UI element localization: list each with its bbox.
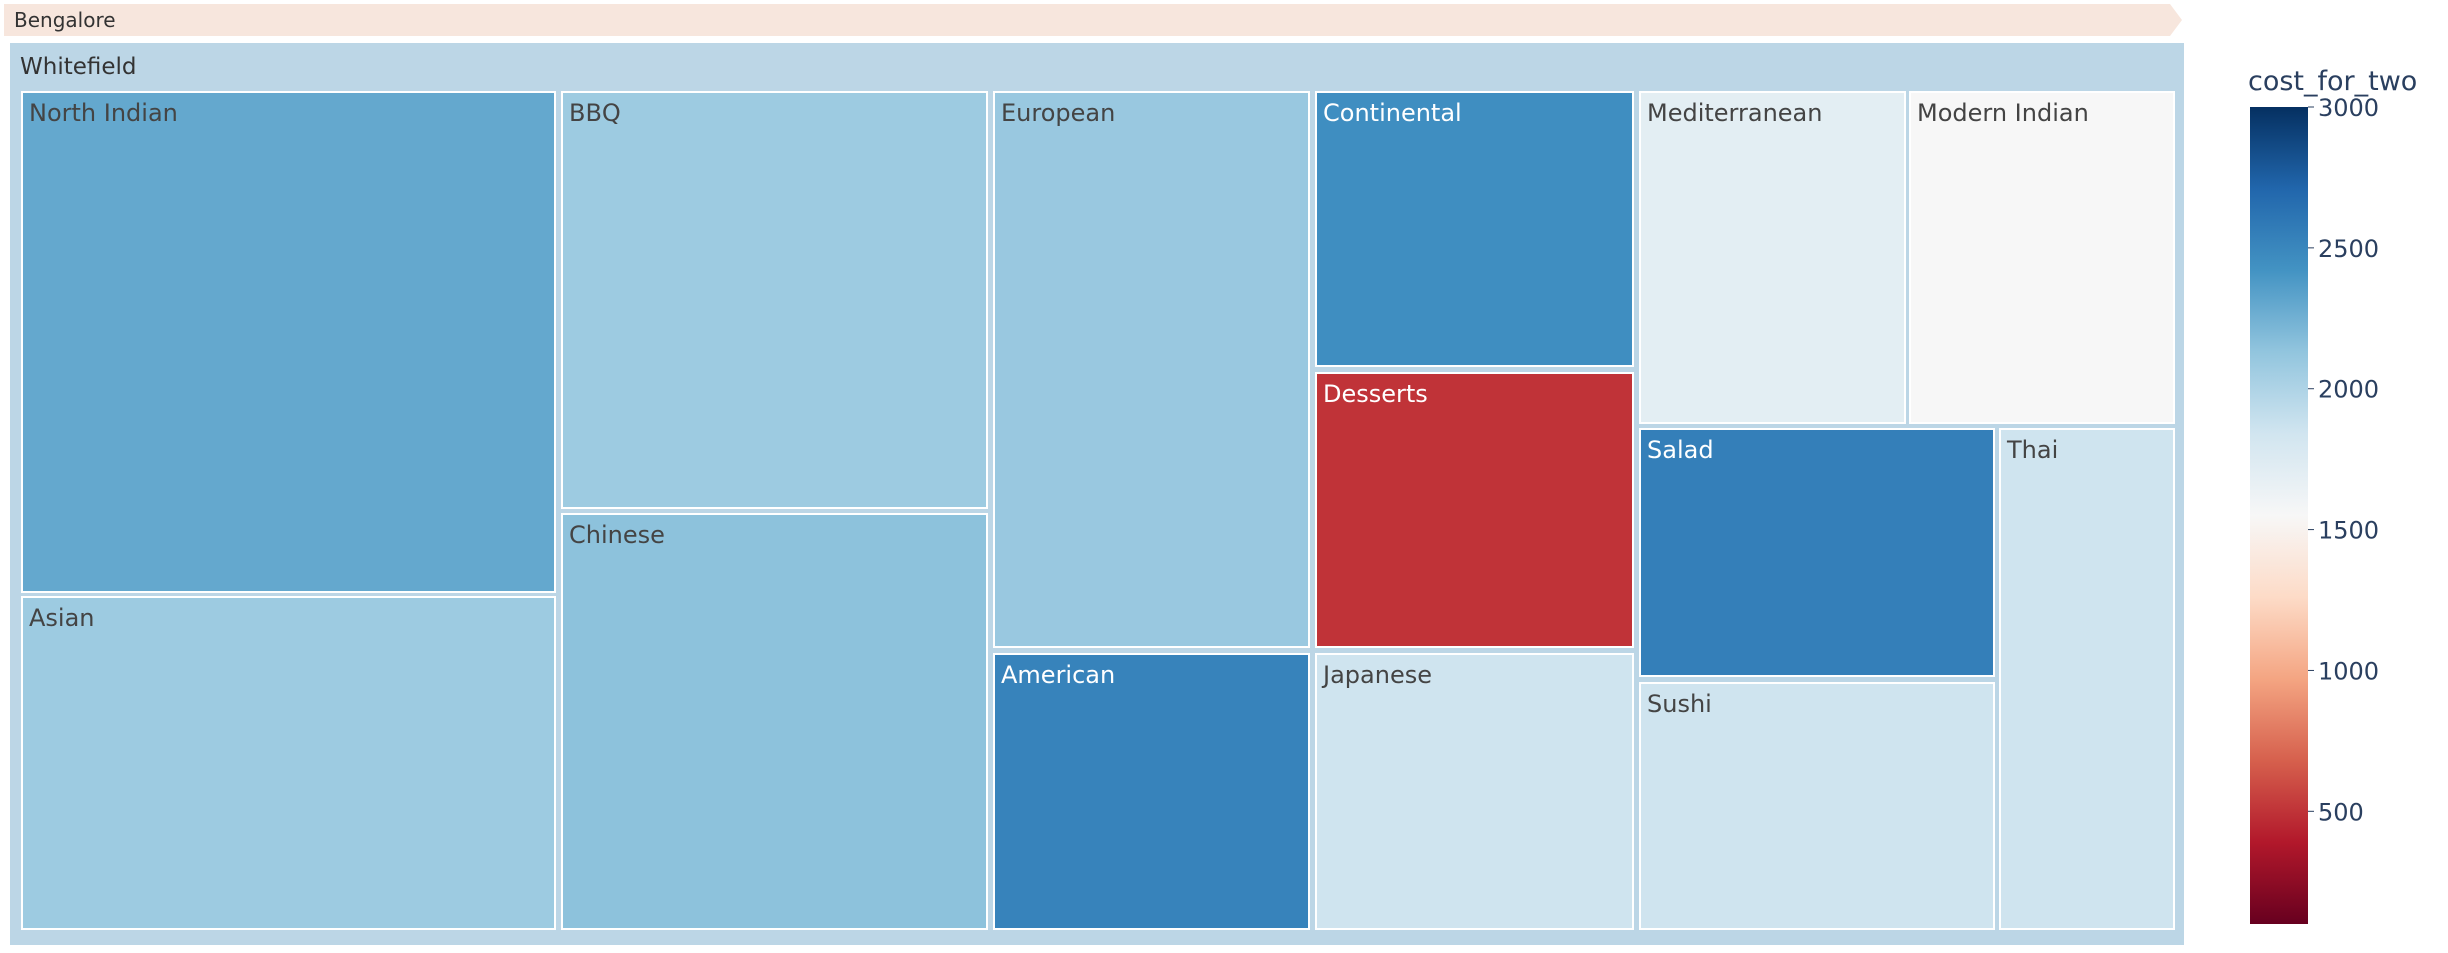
tile-bbq[interactable]: BBQ	[561, 91, 988, 509]
tile-label-continental: Continental	[1323, 99, 1462, 127]
tile-american[interactable]: American	[993, 653, 1310, 930]
tile-asian[interactable]: Asian	[21, 596, 556, 930]
tile-label-salad: Salad	[1647, 436, 1714, 464]
tile-rect-thai[interactable]	[1999, 428, 2175, 930]
tile-label-asian: Asian	[29, 604, 95, 632]
tile-chinese[interactable]: Chinese	[561, 513, 988, 930]
tile-rect-chinese[interactable]	[561, 513, 988, 930]
tile-label-thai: Thai	[2006, 436, 2058, 464]
tile-salad[interactable]: Salad	[1639, 428, 1995, 677]
tile-rect-sushi[interactable]	[1639, 682, 1995, 930]
tile-label-bbq: BBQ	[569, 99, 621, 127]
tile-rect-mediterranean[interactable]	[1639, 91, 1906, 424]
pathbar[interactable]: Bengalore	[4, 4, 2182, 36]
tile-north-indian[interactable]: North Indian	[21, 91, 556, 593]
tile-rect-modern-indian[interactable]	[1909, 91, 2175, 424]
tile-rect-asian[interactable]	[21, 596, 556, 930]
colorbar-tick-label-500: 500	[2318, 798, 2364, 826]
root-tile-label: Whitefield	[20, 54, 137, 80]
tile-rect-japanese[interactable]	[1315, 653, 1634, 930]
tile-label-mediterranean: Mediterranean	[1647, 99, 1822, 127]
leaf-tiles: North Indian Asian BBQ Chinese European Ameri…	[21, 91, 2175, 930]
tile-label-american: American	[1001, 661, 1115, 689]
tile-label-chinese: Chinese	[569, 521, 665, 549]
tile-rect-salad[interactable]	[1639, 428, 1995, 677]
tile-label-north-indian: North Indian	[29, 99, 178, 127]
tile-rect-north-indian[interactable]	[21, 91, 556, 593]
colorbar-title: cost_for_two	[2248, 66, 2417, 97]
tile-label-desserts: Desserts	[1323, 380, 1428, 408]
colorbar-tick-label-1500: 1500	[2318, 517, 2379, 545]
tile-label-modern-indian: Modern Indian	[1917, 99, 2089, 127]
colorbar: cost_for_two 500 1000 1500 2000 2500 3000	[2248, 66, 2417, 924]
tile-continental[interactable]: Continental	[1315, 91, 1634, 367]
pathbar-bengalore[interactable]	[4, 4, 2182, 36]
tile-label-european: European	[1001, 99, 1115, 127]
colorbar-gradient	[2250, 107, 2308, 924]
tile-label-sushi: Sushi	[1647, 690, 1712, 718]
tile-label-japanese: Japanese	[1321, 661, 1432, 689]
tile-desserts[interactable]: Desserts	[1315, 372, 1634, 648]
tile-thai[interactable]: Thai	[1999, 428, 2175, 930]
tile-japanese[interactable]: Japanese	[1315, 653, 1634, 930]
tile-rect-american[interactable]	[993, 653, 1310, 930]
colorbar-tick-label-2500: 2500	[2318, 235, 2379, 263]
pathbar-label: Bengalore	[14, 8, 116, 32]
tile-rect-european[interactable]	[993, 91, 1310, 648]
tile-modern-indian[interactable]: Modern Indian	[1909, 91, 2175, 424]
tile-rect-desserts[interactable]	[1315, 372, 1634, 648]
tile-rect-continental[interactable]	[1315, 91, 1634, 367]
colorbar-tick-label-1000: 1000	[2318, 657, 2379, 685]
colorbar-tick-label-2000: 2000	[2318, 376, 2379, 404]
colorbar-ticks: 500 1000 1500 2000 2500 3000	[2308, 94, 2379, 826]
tile-mediterranean[interactable]: Mediterranean	[1639, 91, 1906, 424]
tile-rect-bbq[interactable]	[561, 91, 988, 509]
tile-sushi[interactable]: Sushi	[1639, 682, 1995, 930]
tile-european[interactable]: European	[993, 91, 1310, 648]
colorbar-tick-label-3000: 3000	[2318, 94, 2379, 122]
